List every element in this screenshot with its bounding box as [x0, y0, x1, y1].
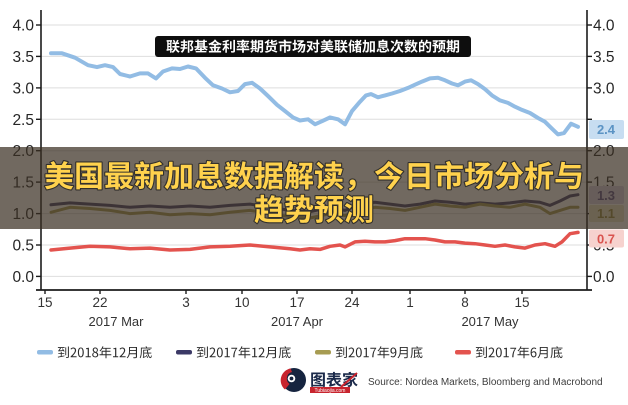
svg-text:2017 Apr: 2017 Apr	[271, 314, 324, 329]
svg-text:2017 Mar: 2017 Mar	[89, 314, 145, 329]
svg-text:22: 22	[92, 295, 107, 310]
svg-text:8: 8	[461, 295, 469, 310]
svg-text:0.0: 0.0	[593, 269, 615, 286]
svg-text:10: 10	[234, 295, 249, 310]
svg-text:3: 3	[182, 295, 190, 310]
svg-text:0.7: 0.7	[597, 232, 615, 247]
svg-text:0.0: 0.0	[12, 269, 34, 286]
svg-text:2.5: 2.5	[12, 112, 34, 129]
svg-text:3.0: 3.0	[12, 80, 34, 97]
svg-text:15: 15	[514, 295, 529, 310]
svg-text:4.0: 4.0	[12, 18, 34, 35]
svg-text:24: 24	[344, 295, 360, 310]
svg-text:3.0: 3.0	[593, 80, 615, 97]
svg-text:4.0: 4.0	[593, 18, 615, 35]
svg-text:Tubiaojia.com: Tubiaojia.com	[315, 388, 346, 394]
svg-text:15: 15	[37, 295, 52, 310]
svg-text:2017 May: 2017 May	[461, 314, 519, 329]
svg-text:Source: Nordea Markets, Bloomb: Source: Nordea Markets, Bloomberg and Ma…	[368, 377, 603, 388]
svg-text:3.5: 3.5	[593, 49, 615, 66]
svg-text:0.5: 0.5	[12, 238, 34, 255]
svg-text:3.5: 3.5	[12, 49, 34, 66]
svg-text:1: 1	[406, 295, 414, 310]
svg-text:2.4: 2.4	[597, 122, 616, 137]
svg-text:17: 17	[289, 295, 304, 310]
